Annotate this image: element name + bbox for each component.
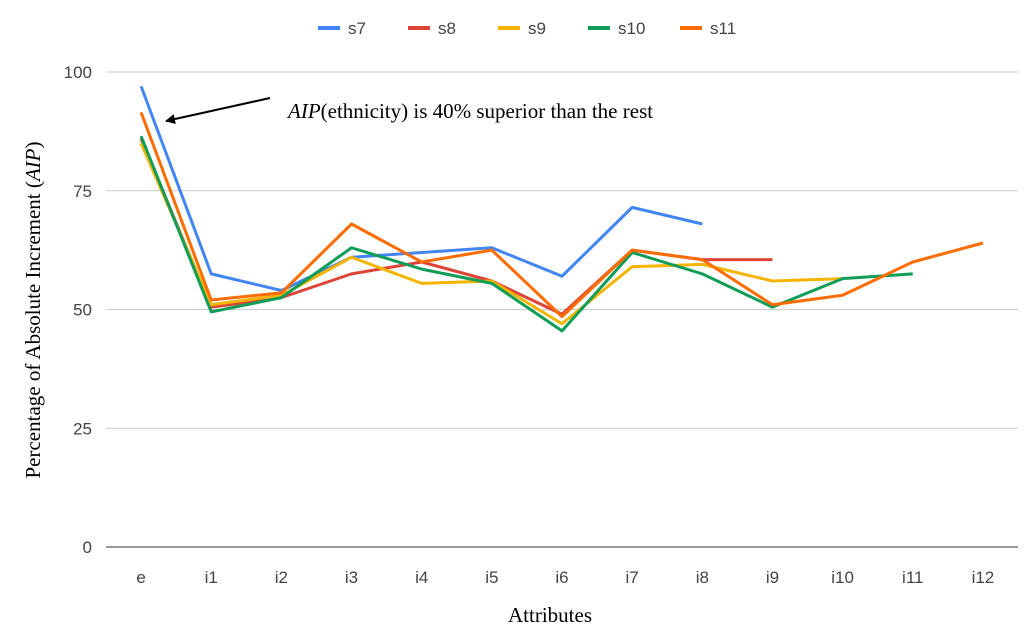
y-title-part: Percentage of Absolute Increment (: [21, 181, 45, 478]
y-tick-label: 25: [73, 419, 92, 438]
y-tick-label: 0: [83, 538, 92, 557]
legend-label: s11: [710, 19, 736, 38]
series-line: [139, 137, 773, 316]
annotation-part: AIP: [286, 99, 321, 123]
x-tick-label: i9: [766, 568, 779, 587]
annotation-part: is 40% superior than the rest: [408, 99, 653, 123]
x-tick-label: i4: [415, 568, 428, 587]
legend-label: s7: [348, 19, 366, 38]
x-tick-label: i10: [831, 568, 854, 587]
annotation-arrow: [165, 97, 271, 124]
y-title-part: AIP: [21, 148, 45, 183]
x-tick-label: i3: [345, 568, 358, 587]
y-axis-title: Percentage of Absolute Increment (AIP): [21, 141, 45, 478]
x-tick-label: i2: [275, 568, 288, 587]
y-tick-label: 50: [73, 301, 92, 320]
x-tick-label: e: [136, 568, 145, 587]
y-title-part: ): [21, 141, 45, 148]
x-tick-label: i1: [205, 568, 218, 587]
annotation-part: (ethnicity): [321, 99, 408, 123]
y-tick-label: 100: [64, 63, 92, 82]
x-tick-label: i5: [485, 568, 498, 587]
x-tick-label: i7: [626, 568, 639, 587]
series-line: [139, 85, 703, 292]
x-tick-label: i6: [555, 568, 568, 587]
x-axis-title: Attributes: [508, 603, 592, 627]
legend-label: s9: [528, 19, 546, 38]
annotation: AIP(ethnicity) is 40% superior than the …: [286, 99, 653, 123]
x-tick-label: i8: [696, 568, 709, 587]
x-tick-label: i12: [972, 568, 995, 587]
grid: [106, 71, 1018, 548]
series-line: [139, 142, 843, 326]
x-tick-label: i11: [902, 568, 923, 587]
lines: [139, 85, 984, 333]
series-line: [139, 111, 984, 319]
y-tick-label: 75: [73, 182, 92, 201]
legend-label: s10: [618, 19, 645, 38]
legend-label: s8: [438, 19, 456, 38]
